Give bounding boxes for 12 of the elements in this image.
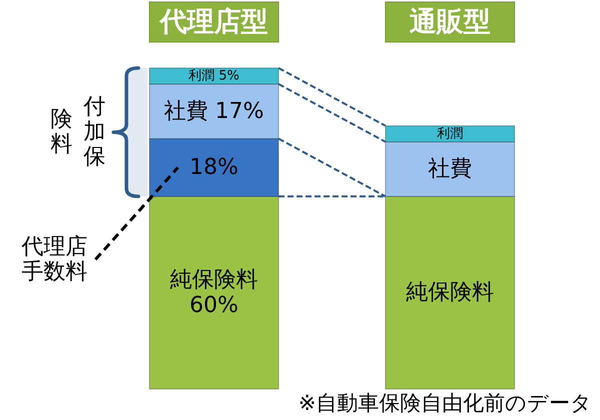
data-label: 18%	[190, 155, 238, 180]
text: 代理店手数料	[20, 234, 88, 285]
text: ※自動車保険自由化前のデータ	[298, 391, 592, 415]
text: 利潤 5%	[188, 68, 240, 84]
x-tick-label: 代理店型	[159, 6, 268, 38]
x-tick-label: 通販型	[410, 6, 490, 38]
text: 社費 17%	[164, 98, 264, 124]
series-label: 社費	[428, 156, 472, 182]
series-label: 純保険料	[406, 280, 494, 306]
text: 純保険料	[170, 268, 258, 293]
series-label: 利潤	[437, 126, 463, 142]
data-label: 60%	[190, 292, 238, 318]
